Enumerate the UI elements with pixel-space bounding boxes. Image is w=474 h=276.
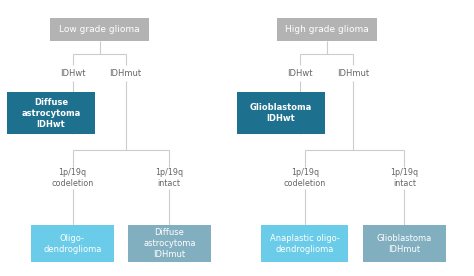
Text: Glioblastoma
IDHwt: Glioblastoma IDHwt <box>250 103 312 123</box>
Text: 1p/19q
intact: 1p/19q intact <box>390 168 419 188</box>
Text: Oligo-
dendroglioma: Oligo- dendroglioma <box>43 233 101 254</box>
Text: Diffuse
astrocytoma
IDHwt: Diffuse astrocytoma IDHwt <box>21 97 81 129</box>
Text: 1p/19q
intact: 1p/19q intact <box>155 168 183 188</box>
Text: 1p/19q
codeletion: 1p/19q codeletion <box>51 168 94 188</box>
Text: Glioblastoma
IDHmut: Glioblastoma IDHmut <box>376 233 432 254</box>
Text: Low grade glioma: Low grade glioma <box>59 25 140 34</box>
FancyBboxPatch shape <box>277 18 377 41</box>
Text: Diffuse
astrocytoma
IDHmut: Diffuse astrocytoma IDHmut <box>143 228 196 259</box>
Text: IDHmut: IDHmut <box>109 69 142 78</box>
Text: Anaplastic oligo-
dendroglioma: Anaplastic oligo- dendroglioma <box>270 233 339 254</box>
Text: IDHwt: IDHwt <box>287 69 313 78</box>
FancyBboxPatch shape <box>128 225 211 262</box>
FancyBboxPatch shape <box>31 225 114 262</box>
Text: IDHwt: IDHwt <box>60 69 85 78</box>
Text: High grade glioma: High grade glioma <box>285 25 369 34</box>
FancyBboxPatch shape <box>261 225 348 262</box>
FancyBboxPatch shape <box>237 92 325 134</box>
FancyBboxPatch shape <box>363 225 446 262</box>
FancyBboxPatch shape <box>7 92 95 134</box>
Text: IDHmut: IDHmut <box>337 69 369 78</box>
FancyBboxPatch shape <box>50 18 149 41</box>
Text: 1p/19q
codeletion: 1p/19q codeletion <box>283 168 326 188</box>
